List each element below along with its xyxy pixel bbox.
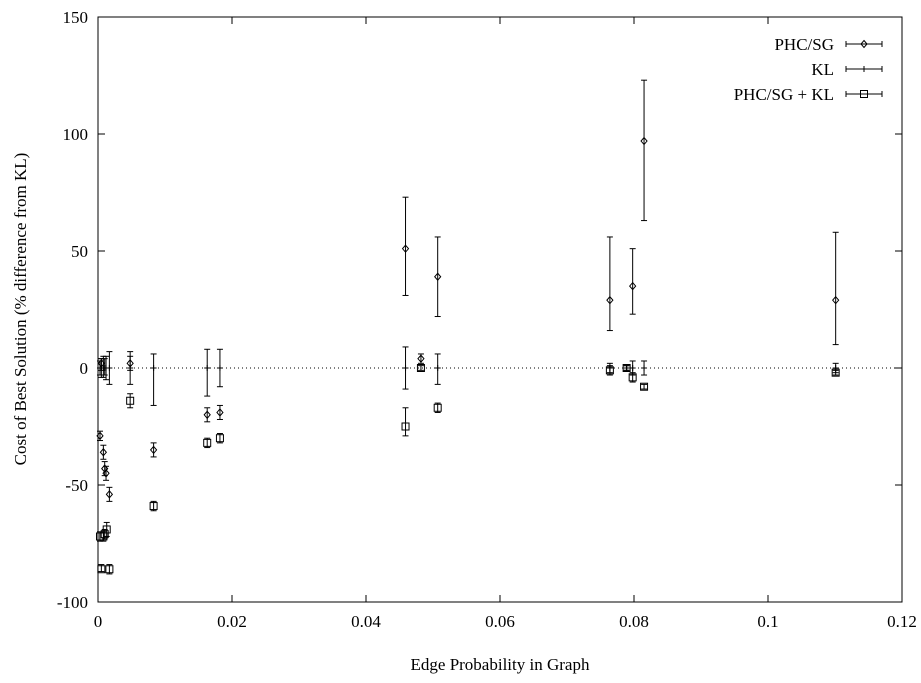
legend-label: PHC/SG + KL	[734, 85, 834, 104]
diamond-marker	[96, 431, 104, 441]
data-marks	[96, 79, 840, 575]
y-tick-label: -100	[57, 593, 88, 612]
data-point	[216, 348, 223, 388]
square-marker	[605, 366, 614, 375]
square-marker	[860, 90, 868, 98]
series-1	[97, 346, 839, 406]
x-tick-label: 0.04	[351, 612, 381, 631]
data-point	[605, 365, 614, 376]
square-marker	[640, 382, 649, 391]
square-marker	[97, 565, 106, 574]
diamond-marker	[105, 490, 114, 499]
data-point	[434, 236, 442, 318]
square-marker	[100, 530, 109, 539]
diamond-marker	[203, 410, 211, 420]
diamond-marker	[629, 281, 637, 291]
y-tick-label: 0	[80, 359, 89, 378]
data-point	[622, 364, 631, 372]
legend-label: KL	[811, 60, 834, 79]
square-marker	[622, 364, 631, 372]
diamond-marker	[149, 445, 158, 455]
x-tick-label: 0.06	[485, 612, 515, 631]
data-point	[606, 236, 614, 332]
diamond-marker	[417, 354, 425, 363]
legend: PHC/SG KL PHC/SG + KL	[734, 35, 883, 104]
data-point	[215, 433, 224, 444]
data-point	[127, 351, 134, 385]
diamond-marker	[860, 39, 868, 49]
data-point	[149, 442, 158, 458]
data-point	[102, 521, 111, 537]
square-marker	[401, 422, 410, 431]
y-tick-label: 50	[71, 242, 88, 261]
data-point	[832, 231, 840, 346]
data-point	[204, 348, 211, 397]
square-marker	[215, 434, 224, 443]
series-2	[96, 364, 840, 575]
data-point	[401, 196, 410, 296]
data-point	[629, 248, 637, 315]
y-axis-ticks: -100 -50 0 50 100 150	[57, 8, 902, 612]
y-tick-label: 100	[63, 125, 89, 144]
square-marker	[831, 368, 840, 377]
data-point	[640, 382, 649, 391]
diamond-marker	[640, 136, 648, 146]
data-point	[126, 393, 135, 409]
x-tick-label: 0.02	[217, 612, 247, 631]
y-tick-label: 150	[63, 8, 89, 27]
data-point	[203, 407, 211, 423]
diamond-marker	[401, 244, 410, 253]
data-point	[433, 402, 442, 413]
data-point	[106, 351, 113, 385]
data-point	[402, 346, 409, 390]
diamond-marker	[99, 447, 108, 457]
square-marker	[102, 525, 111, 534]
data-point	[97, 564, 106, 574]
data-point	[401, 407, 410, 437]
data-point	[831, 368, 840, 377]
data-point	[203, 437, 212, 449]
y-tick-label: -50	[65, 476, 88, 495]
data-point	[96, 430, 104, 442]
data-point	[417, 353, 425, 364]
diamond-marker	[832, 295, 840, 305]
square-marker	[433, 403, 442, 412]
legend-label: PHC/SG	[774, 35, 834, 54]
x-tick-label: 0.1	[757, 612, 778, 631]
square-marker	[628, 373, 637, 382]
x-tick-label: 0.12	[887, 612, 917, 631]
data-point	[434, 353, 441, 385]
data-point	[149, 500, 158, 512]
data-point	[99, 444, 108, 460]
data-point	[102, 465, 110, 481]
x-tick-label: 0.08	[619, 612, 649, 631]
diamond-marker	[434, 272, 442, 282]
square-marker	[416, 364, 425, 372]
square-marker	[126, 396, 135, 405]
square-marker	[105, 565, 114, 574]
data-point	[640, 79, 648, 222]
x-axis-title: Edge Probability in Graph	[411, 655, 590, 674]
data-point	[150, 353, 157, 406]
diamond-marker	[606, 295, 614, 305]
y-axis-title: Cost of Best Solution (% difference from…	[11, 153, 30, 466]
x-axis-ticks: 0 0.02 0.04 0.06 0.08 0.1 0.12	[94, 17, 917, 631]
data-point	[641, 360, 648, 376]
x-tick-label: 0	[94, 612, 103, 631]
data-point	[216, 404, 224, 420]
square-marker	[203, 438, 212, 447]
data-point	[628, 372, 637, 383]
diamond-marker	[216, 408, 224, 417]
data-point	[105, 486, 114, 502]
data-point	[105, 564, 114, 575]
plot-frame	[97, 16, 903, 603]
data-point	[416, 364, 425, 372]
square-marker	[149, 502, 158, 511]
diamond-marker	[102, 469, 110, 478]
